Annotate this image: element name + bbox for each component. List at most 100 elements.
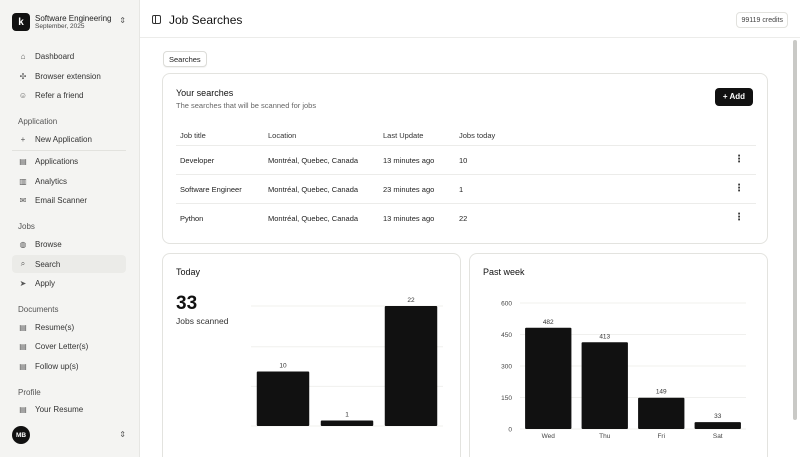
more-options-icon[interactable]: ⋮ [734, 212, 744, 223]
bar-wed [525, 327, 572, 429]
sidebar-toggle-icon[interactable] [152, 15, 161, 24]
location-cell: Montréal, Quebec, Canada [268, 185, 359, 194]
sidebar-item-dashboard[interactable]: ⌂ Dashboard [12, 47, 126, 65]
bar-python [384, 306, 438, 426]
y-tick-label: 450 [501, 332, 512, 339]
section-label-application: Application [18, 117, 58, 126]
today-bar-chart: 10 1 22 [251, 297, 443, 427]
column-header-job-title: Job title [180, 131, 206, 140]
mail-icon: ✉ [19, 195, 27, 205]
chevron-updown-icon[interactable]: ⇕ [119, 430, 126, 439]
divider [12, 150, 126, 151]
bar-value-label: 33 [714, 413, 722, 420]
globe-icon: ◍ [19, 239, 27, 249]
section-label-profile: Profile [18, 388, 41, 397]
bar-value-label: 413 [599, 333, 610, 340]
jobs-today-cell: 22 [459, 214, 468, 223]
more-options-icon[interactable]: ⋮ [734, 183, 744, 194]
document-icon: ▤ [19, 341, 27, 351]
y-tick-label: 300 [501, 364, 512, 371]
send-icon: ➤ [19, 278, 27, 288]
document-icon: ▤ [19, 322, 27, 332]
avatar: MB [12, 426, 30, 444]
x-tick-label: Fri [657, 433, 665, 440]
section-label-jobs: Jobs [18, 222, 35, 231]
bar-value-label: 149 [656, 389, 667, 396]
sidebar-item-refer-a-friend[interactable]: ☺ Refer a friend [12, 86, 126, 104]
jobs-scanned-count: 33 [176, 293, 198, 314]
more-options-icon[interactable]: ⋮ [734, 154, 744, 165]
bar-sat [694, 422, 741, 429]
sidebar-item-browse[interactable]: ◍ Browse [12, 235, 126, 253]
users-icon: ☺ [18, 90, 28, 100]
add-search-button[interactable]: + Add [715, 88, 753, 106]
search-icon: ⌕ [20, 259, 26, 268]
main-content: Job Searches 99119 credits Searches Your… [139, 0, 800, 457]
user-menu[interactable]: MB ⇕ [12, 426, 132, 444]
chart-icon: ▥ [19, 176, 27, 186]
sidebar-item-email-scanner[interactable]: ✉ Email Scanner [12, 191, 126, 209]
x-tick-label: Sat [713, 433, 723, 440]
table-row[interactable]: Developer Montréal, Quebec, Canada 13 mi… [176, 145, 756, 174]
jobs-scanned-label: Jobs scanned [176, 316, 229, 326]
sidebar: k Software Engineering September, 2025 ⇕… [0, 0, 139, 457]
sidebar-item-new-application[interactable]: + New Application [12, 130, 126, 148]
past-week-bar-chart: 0 150 300 450 600 482 Wed 413 Thu 149 Fri 33 Sat [501, 301, 746, 440]
location-cell: Montréal, Quebec, Canada [268, 214, 359, 223]
puzzle-icon: ✣ [19, 71, 27, 81]
searches-card-title: Your searches [176, 88, 234, 98]
sidebar-item-resumes[interactable]: ▤ Resume(s) [12, 318, 126, 336]
searches-card: Your searches The searches that will be … [162, 73, 768, 244]
bar-value-label: 10 [279, 362, 287, 369]
location-cell: Montréal, Quebec, Canada [268, 156, 359, 165]
jobs-today-cell: 1 [459, 185, 464, 194]
sidebar-item-applications[interactable]: ▤ Applications [12, 152, 126, 170]
credits-badge: 99119 credits [736, 12, 788, 28]
job-title-cell: Software Engineer [180, 185, 242, 194]
y-tick-label: 600 [501, 301, 512, 308]
table-row[interactable]: Python Montréal, Quebec, Canada 13 minut… [176, 203, 756, 232]
today-card: Today 33 Jobs scanned 10 1 22 [162, 253, 461, 457]
column-header-jobs-today: Jobs today [459, 131, 496, 140]
sidebar-item-cover-letters[interactable]: ▤ Cover Letter(s) [12, 337, 126, 355]
y-tick-label: 0 [508, 427, 512, 434]
past-week-card-title: Past week [483, 267, 525, 277]
last-update-cell: 23 minutes ago [383, 185, 435, 194]
sidebar-item-your-resume[interactable]: ▤ Your Resume [12, 400, 126, 418]
plus-icon: + [20, 134, 26, 144]
bar-thu [581, 342, 628, 429]
page-header: Job Searches 99119 credits [140, 0, 800, 38]
table-row[interactable]: Software Engineer Montréal, Quebec, Cana… [176, 174, 756, 203]
last-update-cell: 13 minutes ago [383, 156, 435, 165]
document-icon: ▤ [19, 361, 27, 371]
sidebar-item-search[interactable]: ⌕ Search [12, 255, 126, 273]
section-label-documents: Documents [18, 305, 59, 314]
y-tick-label: 150 [501, 395, 512, 402]
workspace-date: September, 2025 [35, 22, 85, 30]
column-header-last-update: Last Update [383, 131, 424, 140]
home-icon: ⌂ [20, 51, 26, 61]
bar-value-label: 482 [543, 319, 554, 326]
column-header-location: Location [268, 131, 297, 140]
workspace-switcher[interactable]: k Software Engineering September, 2025 ⇕ [12, 11, 132, 33]
jobs-today-cell: 10 [459, 156, 468, 165]
scrollbar[interactable] [793, 40, 797, 420]
bar-value-label: 1 [345, 412, 349, 419]
x-tick-label: Wed [542, 433, 556, 440]
sidebar-item-analytics[interactable]: ▥ Analytics [12, 172, 126, 190]
document-icon: ▤ [19, 156, 27, 166]
sidebar-item-browser-extension[interactable]: ✣ Browser extension [12, 67, 126, 85]
app-logo: k [12, 13, 30, 31]
searches-card-subtitle: The searches that will be scanned for jo… [176, 101, 317, 110]
chevron-updown-icon[interactable]: ⇕ [119, 16, 126, 25]
tab-searches[interactable]: Searches [163, 51, 207, 67]
workspace-name: Software Engineering [35, 13, 112, 23]
today-card-title: Today [176, 267, 201, 277]
past-week-card: Past week 0 150 300 450 600 482 Wed 413 Thu 149 Fr… [469, 253, 768, 457]
sidebar-item-follow-ups[interactable]: ▤ Follow up(s) [12, 357, 126, 375]
sidebar-item-apply[interactable]: ➤ Apply [12, 274, 126, 292]
job-title-cell: Developer [180, 156, 215, 165]
bar-value-label: 22 [407, 297, 415, 304]
document-icon: ▤ [19, 404, 27, 414]
bar-developer [256, 371, 310, 426]
